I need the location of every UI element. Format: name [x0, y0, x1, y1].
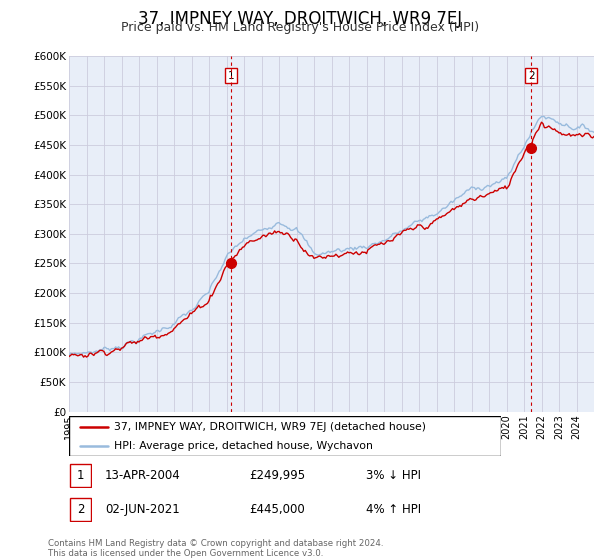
Text: Price paid vs. HM Land Registry's House Price Index (HPI): Price paid vs. HM Land Registry's House …: [121, 21, 479, 34]
Text: £445,000: £445,000: [249, 503, 305, 516]
Text: 02-JUN-2021: 02-JUN-2021: [105, 503, 180, 516]
Text: 2: 2: [528, 71, 535, 81]
Text: 1: 1: [77, 469, 84, 482]
Text: 37, IMPNEY WAY, DROITWICH, WR9 7EJ (detached house): 37, IMPNEY WAY, DROITWICH, WR9 7EJ (deta…: [115, 422, 427, 432]
Text: 3% ↓ HPI: 3% ↓ HPI: [366, 469, 421, 482]
Text: HPI: Average price, detached house, Wychavon: HPI: Average price, detached house, Wych…: [115, 441, 373, 451]
Text: 1: 1: [228, 71, 235, 81]
Text: 4% ↑ HPI: 4% ↑ HPI: [366, 503, 421, 516]
Text: 2: 2: [77, 503, 84, 516]
Text: 13-APR-2004: 13-APR-2004: [105, 469, 181, 482]
Text: Contains HM Land Registry data © Crown copyright and database right 2024.
This d: Contains HM Land Registry data © Crown c…: [48, 539, 383, 558]
Text: 37, IMPNEY WAY, DROITWICH, WR9 7EJ: 37, IMPNEY WAY, DROITWICH, WR9 7EJ: [138, 10, 462, 28]
Text: £249,995: £249,995: [249, 469, 305, 482]
